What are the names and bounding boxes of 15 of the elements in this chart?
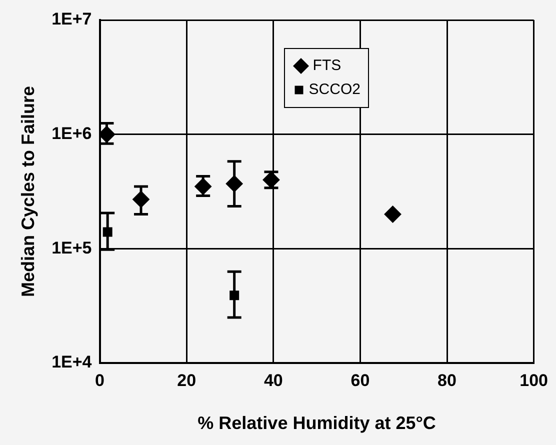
y-tick-label: 1E+7 [52, 10, 92, 29]
x-tick-label: 80 [438, 370, 456, 390]
x-tick-label: 60 [350, 370, 370, 390]
y-tick-label: 1E+4 [52, 352, 92, 372]
x-tick-label: 20 [177, 370, 196, 390]
y-tick-label: 1E+6 [52, 124, 92, 144]
x-tick-label: 40 [264, 370, 283, 390]
x-tick-label: 100 [520, 370, 548, 390]
x-axis-title: % Relative Humidity at 25°C [198, 413, 436, 434]
x-tick-label: 0 [95, 370, 105, 390]
y-tick-label: 1E+5 [52, 238, 92, 258]
legend-label: SCCO2 [308, 80, 360, 100]
legend-label: FTS [312, 56, 342, 76]
y-axis-title: Median Cycles to Failure [18, 86, 38, 298]
point [384, 206, 402, 223]
